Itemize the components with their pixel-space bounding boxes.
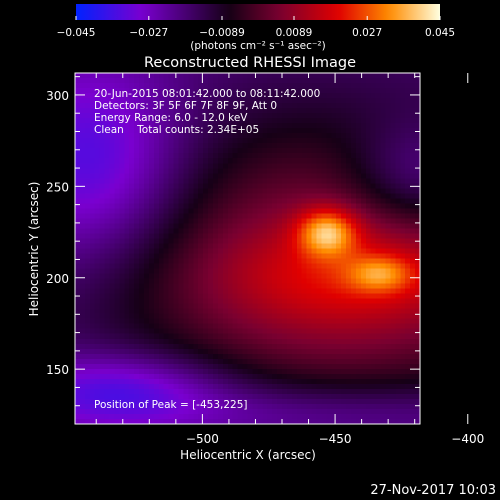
y-tick-label: 250	[46, 180, 69, 194]
colorbar-units: (photons cm⁻² s⁻¹ asec⁻²)	[190, 40, 325, 52]
y-tick-label: 150	[46, 363, 69, 377]
heatmap-image	[75, 73, 420, 424]
annotation-clean: Clean Total counts: 2.34E+05	[94, 124, 259, 136]
plot-area: −500 −450 −400 150 200 250 300 20-Jun-2015 08:…	[46, 72, 484, 446]
chart-title: Reconstructed RHESSI Image	[144, 55, 356, 71]
colorbar-tick-label: 0.027	[352, 27, 382, 39]
colorbar-gradient	[76, 4, 440, 20]
colorbar-tick-label: −0.045	[57, 27, 96, 39]
y-tick-label: 300	[46, 89, 69, 103]
x-axis-label: Heliocentric X (arcsec)	[180, 448, 316, 462]
x-tick-label: −500	[186, 432, 219, 446]
colorbar-tick-label: 0.0089	[276, 27, 313, 39]
colorbar: −0.045 −0.027 −0.0089 0.0089 0.027 0.045 (pho…	[57, 4, 455, 52]
axis-ticks: −500 −450 −400 150 200 250 300	[46, 73, 484, 446]
y-axis-label: Heliocentric Y (arcsec)	[27, 182, 41, 317]
annotation-detectors: Detectors: 3F 5F 6F 7F 8F 9F, Att 0	[94, 100, 277, 112]
annotation-time: 20-Jun-2015 08:01:42.000 to 08:11:42.000	[94, 88, 320, 100]
colorbar-tick-label: −0.027	[129, 27, 168, 39]
x-tick-label: −400	[451, 432, 484, 446]
x-tick-label: −450	[319, 432, 352, 446]
colorbar-ticks: −0.045 −0.027 −0.0089 0.0089 0.027 0.045	[57, 16, 455, 39]
y-tick-label: 200	[46, 272, 69, 286]
annotation-peak: Position of Peak = [-453,225]	[94, 399, 248, 411]
timestamp: 27-Nov-2017 10:03	[370, 483, 496, 498]
annotation-energy: Energy Range: 6.0 - 12.0 keV	[94, 112, 248, 124]
colorbar-tick-label: 0.045	[425, 27, 455, 39]
plot-frame	[74, 72, 421, 425]
colorbar-tick-label: −0.0089	[199, 27, 245, 39]
